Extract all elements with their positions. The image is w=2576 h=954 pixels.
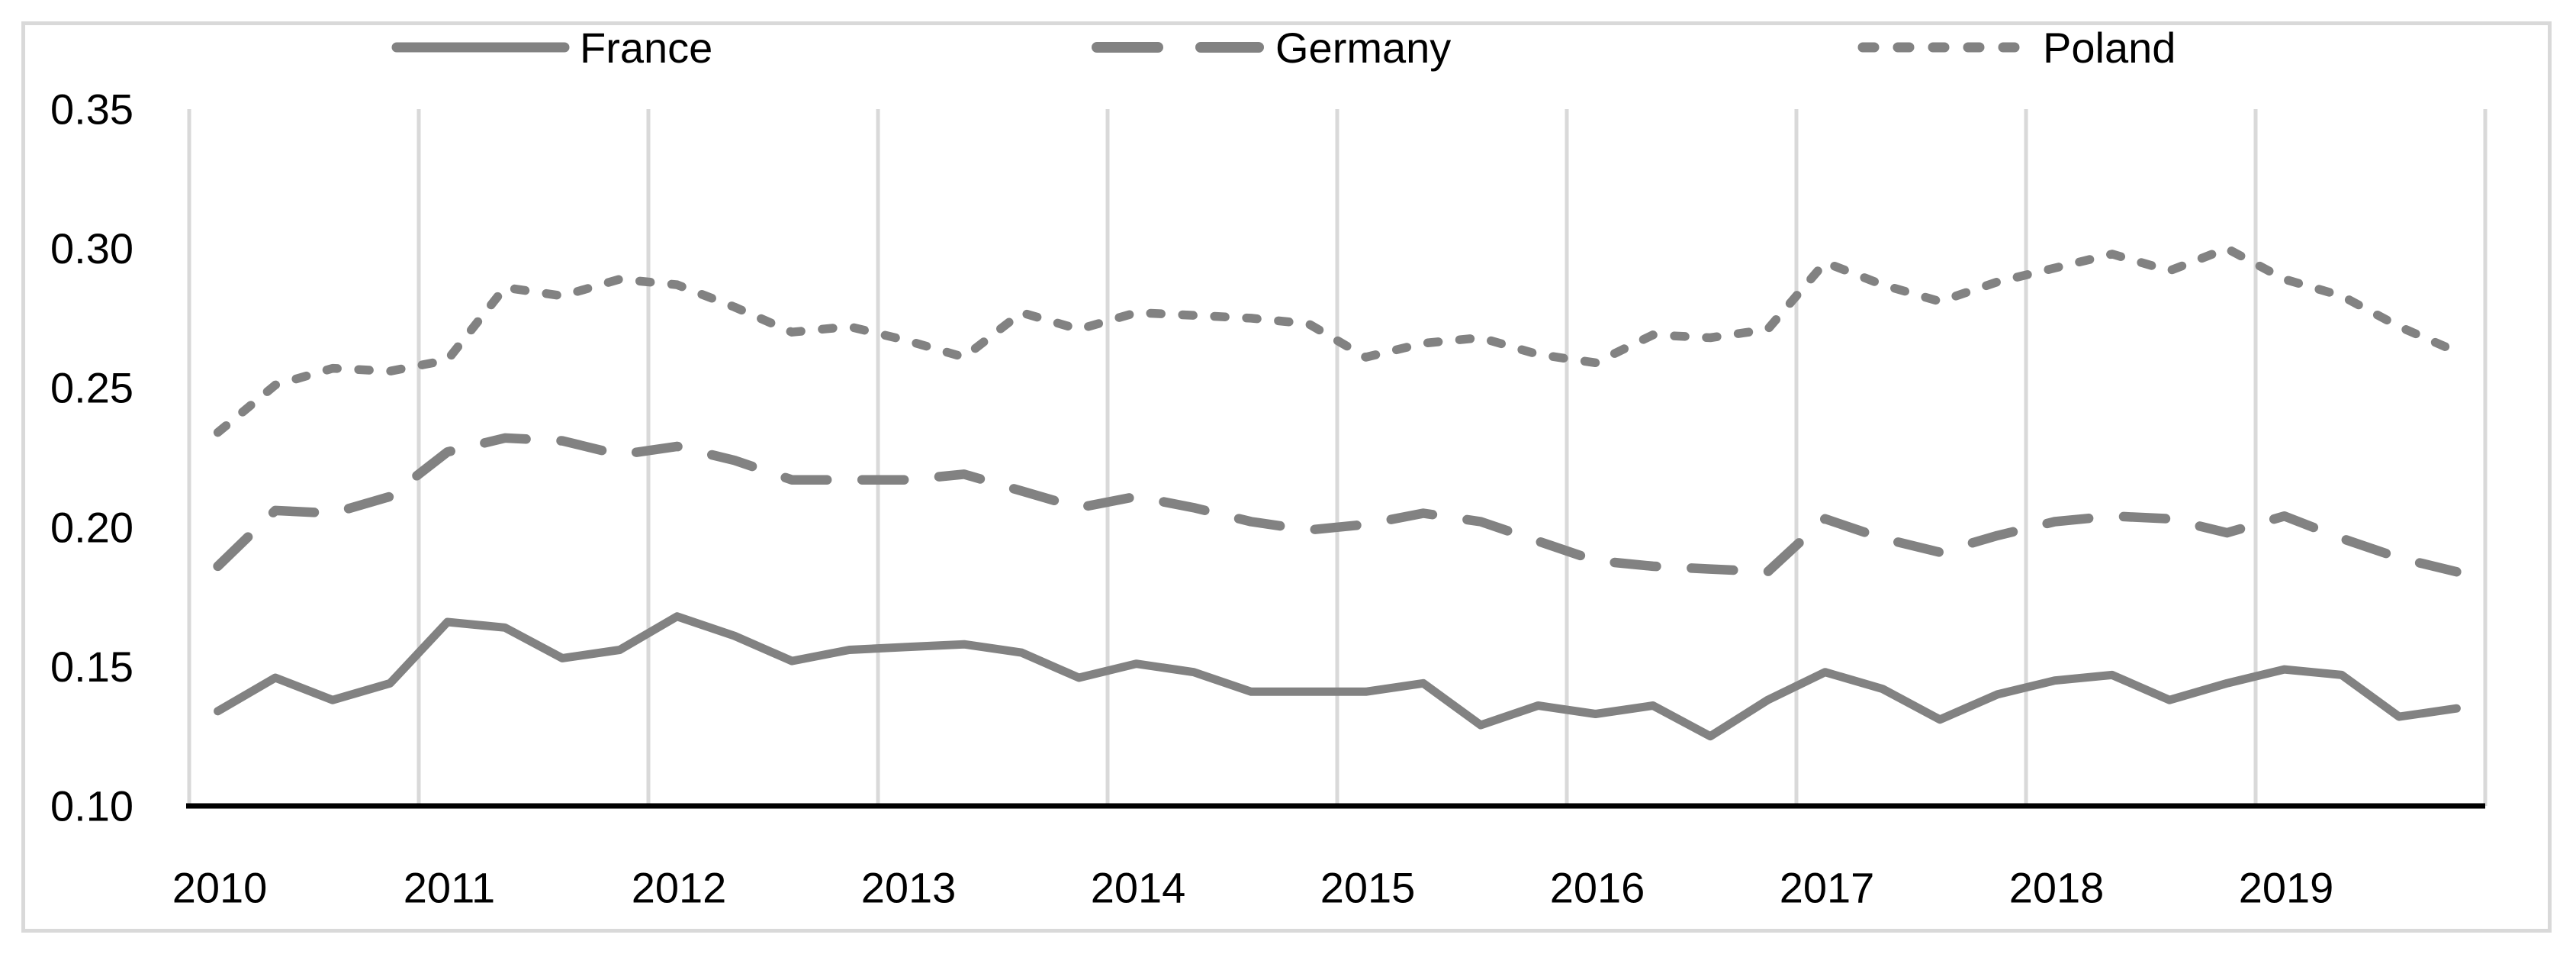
x-axis-year-label: 2018 — [2009, 864, 2105, 912]
series-line-france — [214, 612, 2461, 741]
x-axis-year-label: 2012 — [632, 864, 727, 912]
legend-label-poland: Poland — [2043, 23, 2176, 72]
long-dash-line-sample-icon — [1092, 42, 1264, 53]
legend-item-germany: Germany — [1086, 20, 1451, 75]
x-axis-year-label: 2016 — [1550, 864, 1645, 912]
x-axis-year-label: 2011 — [404, 864, 495, 912]
y-axis-tick-label: 0.35 — [50, 85, 133, 134]
short-dash-line-sample-icon — [1857, 42, 2031, 53]
y-axis-tick-label: 0.10 — [50, 782, 133, 830]
legend-label-germany: Germany — [1275, 23, 1452, 72]
y-axis-tick-label: 0.30 — [50, 224, 133, 272]
solid-line-sample-icon — [391, 42, 570, 53]
legend-label-france: France — [580, 23, 713, 72]
y-axis-tick-label: 0.15 — [50, 643, 133, 691]
y-axis-tick-label: 0.20 — [50, 503, 133, 551]
y-axis-tick-label: 0.25 — [50, 364, 133, 412]
chart-legend: France Germany Poland — [0, 20, 2576, 81]
x-axis-year-label: 2014 — [1091, 864, 1186, 912]
x-axis-year-label: 2015 — [1320, 864, 1416, 912]
x-axis-year-label: 2013 — [861, 864, 957, 912]
x-axis-year-label: 2017 — [1780, 864, 1875, 912]
series-line-poland — [213, 243, 2462, 437]
x-axis-year-label: 2010 — [172, 864, 268, 912]
legend-item-poland: Poland — [1854, 20, 2176, 75]
series-line-germany — [213, 433, 2462, 577]
x-axis-year-label: 2019 — [2239, 864, 2334, 912]
legend-item-france: France — [391, 20, 712, 75]
